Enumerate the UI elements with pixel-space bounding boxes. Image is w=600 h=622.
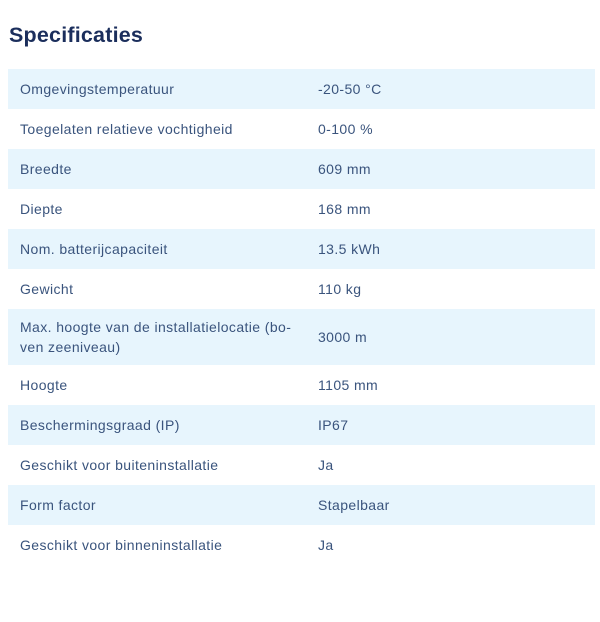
table-row: Breedte 609 mm	[8, 149, 595, 189]
spec-label: Toegelaten relatieve vochtigheid	[20, 120, 233, 137]
spec-label: Beschermingsgraad (IP)	[20, 416, 180, 433]
spec-value: IP67	[318, 416, 349, 433]
spec-value: 13.5 kWh	[318, 240, 381, 257]
table-row: Geschikt voor binneninstallatie Ja	[8, 525, 595, 565]
table-row: Geschikt voor buiteninstallatie Ja	[8, 445, 595, 485]
spec-value: 1105 mm	[318, 376, 379, 393]
table-row: Nom. batterijcapaciteit 13.5 kWh	[8, 229, 595, 269]
spec-value: 110 kg	[318, 280, 362, 297]
spec-value: 609 mm	[318, 160, 371, 177]
spec-label: Nom. batterijcapaciteit	[20, 240, 168, 257]
spec-value: 0-100 %	[318, 120, 373, 137]
spec-value: Ja	[318, 456, 334, 473]
spec-value: 168 mm	[318, 200, 371, 217]
spec-value: -20-50 °C	[318, 80, 382, 97]
table-row: Form factor Stapelbaar	[8, 485, 595, 525]
spec-label: Gewicht	[20, 280, 74, 297]
spec-label: Hoogte	[20, 376, 68, 393]
table-row: Beschermingsgraad (IP) IP67	[8, 405, 595, 445]
spec-label: Max. hoogte van de installatielocatie (b…	[20, 318, 292, 355]
spec-value: Ja	[318, 536, 334, 553]
spec-value: Stapelbaar	[318, 496, 390, 513]
spec-label: Geschikt voor buiteninstallatie	[20, 456, 219, 473]
spec-label: Omgevingstemperatuur	[20, 80, 175, 97]
table-row: Max. hoogte van de installatielocatie (b…	[8, 309, 595, 365]
spec-value: 3000 m	[318, 328, 368, 345]
specifications-table: Omgevingstemperatuur -20-50 °C Toegelate…	[8, 69, 595, 565]
table-row: Diepte 168 mm	[8, 189, 595, 229]
spec-label: Diepte	[20, 200, 63, 217]
table-row: Gewicht 110 kg	[8, 269, 595, 309]
table-row: Toegelaten relatieve vochtigheid 0-100 %	[8, 109, 595, 149]
page-title: Specificaties	[9, 23, 144, 47]
table-row: Hoogte 1105 mm	[8, 365, 595, 405]
spec-label: Form factor	[20, 496, 96, 513]
spec-label: Geschikt voor binneninstallatie	[20, 536, 223, 553]
specifications-section: Specificaties Omgevingstemperatuur -20-5…	[8, 22, 595, 565]
spec-label: Breedte	[20, 160, 72, 177]
table-row: Omgevingstemperatuur -20-50 °C	[8, 69, 595, 109]
